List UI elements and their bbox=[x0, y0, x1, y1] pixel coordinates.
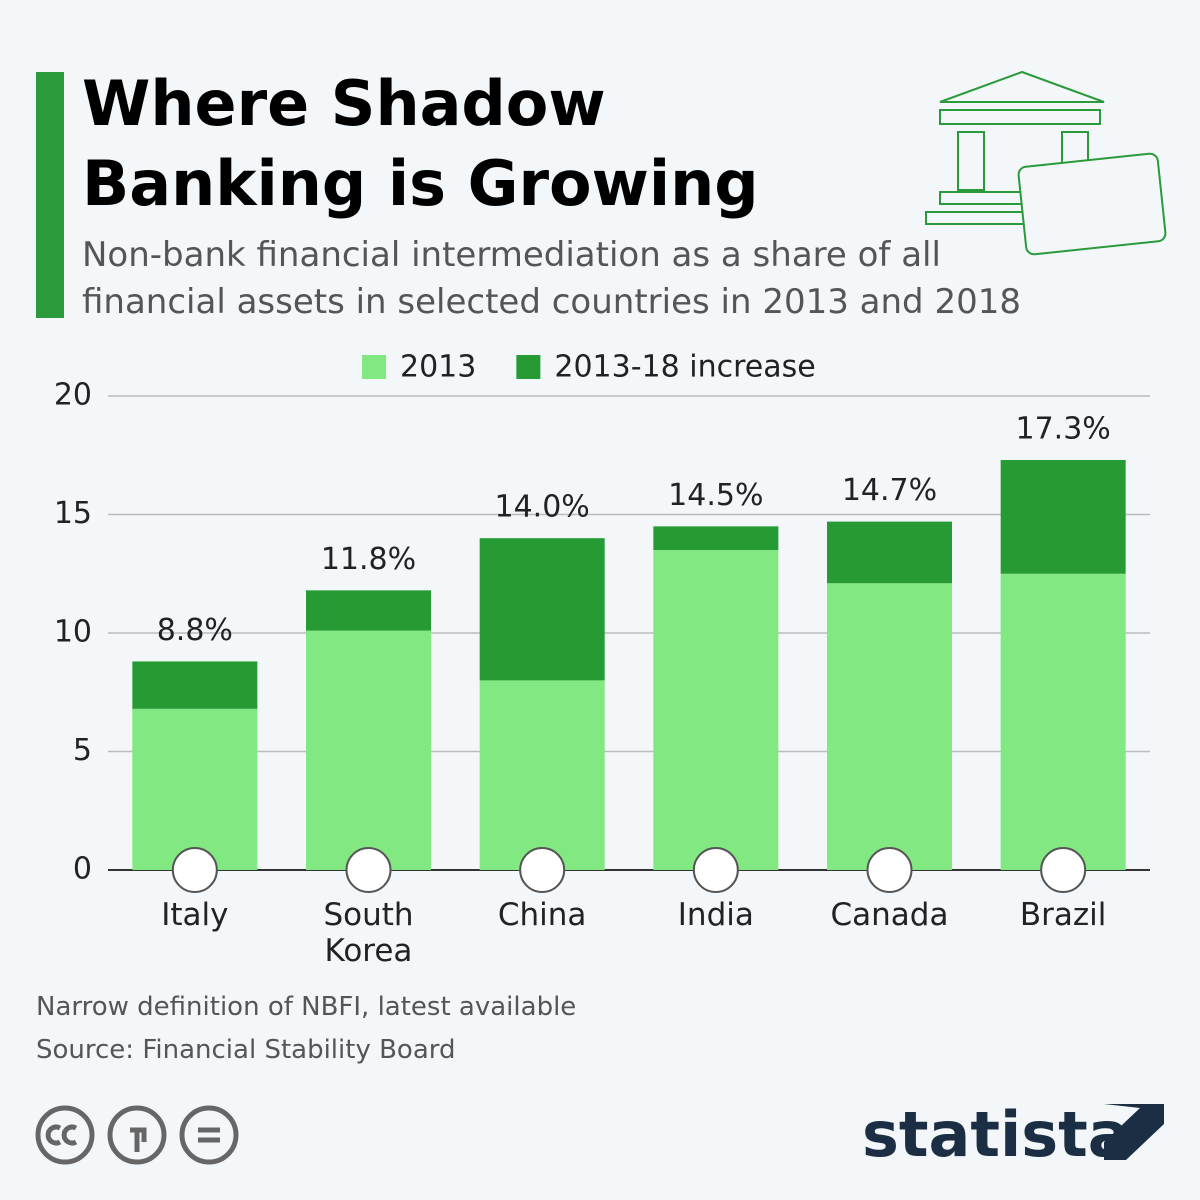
bar-segment bbox=[132, 661, 258, 709]
flag-icon bbox=[519, 847, 566, 893]
x-tick-label: India bbox=[677, 897, 754, 933]
x-tick-label: South Korea bbox=[323, 897, 414, 969]
bar-segment bbox=[306, 630, 431, 870]
bar-segment bbox=[653, 526, 779, 551]
total-label: 17.3% bbox=[1016, 411, 1111, 446]
x-tick-label: Italy bbox=[161, 897, 229, 933]
flag-icon bbox=[345, 847, 392, 893]
y-tick-label: 0 bbox=[73, 852, 92, 887]
y-tick-label: 15 bbox=[54, 496, 92, 531]
brand-logo bbox=[1104, 1104, 1164, 1160]
legend-label: 2013 bbox=[400, 350, 476, 385]
x-tick-label: Brazil bbox=[1019, 897, 1107, 933]
license-icons bbox=[35, 1105, 239, 1165]
total-label: 14.0% bbox=[495, 490, 590, 525]
x-tick-label: China bbox=[497, 897, 587, 933]
y-tick-label: 10 bbox=[54, 615, 92, 650]
legend-swatch bbox=[362, 355, 386, 379]
y-tick-label: 5 bbox=[73, 733, 92, 768]
flag-icon bbox=[692, 847, 739, 893]
note: Source: Financial Stability Board bbox=[36, 1035, 456, 1065]
legend-label: 2013-18 increase bbox=[554, 350, 815, 385]
bar-segment bbox=[132, 708, 258, 870]
note: Narrow definition of NBFI, latest availa… bbox=[36, 992, 577, 1022]
bar-segment bbox=[653, 550, 779, 870]
flag-icon bbox=[866, 847, 913, 893]
brand: statista bbox=[862, 1098, 1130, 1171]
total-label: 8.8% bbox=[157, 613, 233, 648]
accent-bar bbox=[36, 72, 64, 318]
total-label: 11.8% bbox=[321, 542, 416, 577]
bar-segment bbox=[1000, 459, 1126, 574]
bar-segment bbox=[306, 590, 431, 631]
y-tick-label: 20 bbox=[54, 378, 92, 413]
total-label: 14.7% bbox=[842, 473, 937, 508]
bar-segment bbox=[827, 521, 952, 584]
subtitle: Non-bank financial intermediation as a s… bbox=[82, 235, 1021, 322]
flag-icon bbox=[171, 847, 218, 893]
bar-segment bbox=[827, 583, 952, 870]
flag-icon bbox=[1040, 847, 1087, 893]
bar-segment bbox=[479, 538, 605, 681]
x-tick-label: Canada bbox=[830, 897, 949, 933]
bar-segment bbox=[1000, 573, 1126, 870]
bank-icon bbox=[925, 70, 1167, 256]
title: Where Shadow Banking is Growing bbox=[82, 67, 759, 220]
legend-swatch bbox=[516, 355, 541, 379]
bar-segment bbox=[479, 680, 605, 870]
total-label: 14.5% bbox=[668, 478, 763, 513]
